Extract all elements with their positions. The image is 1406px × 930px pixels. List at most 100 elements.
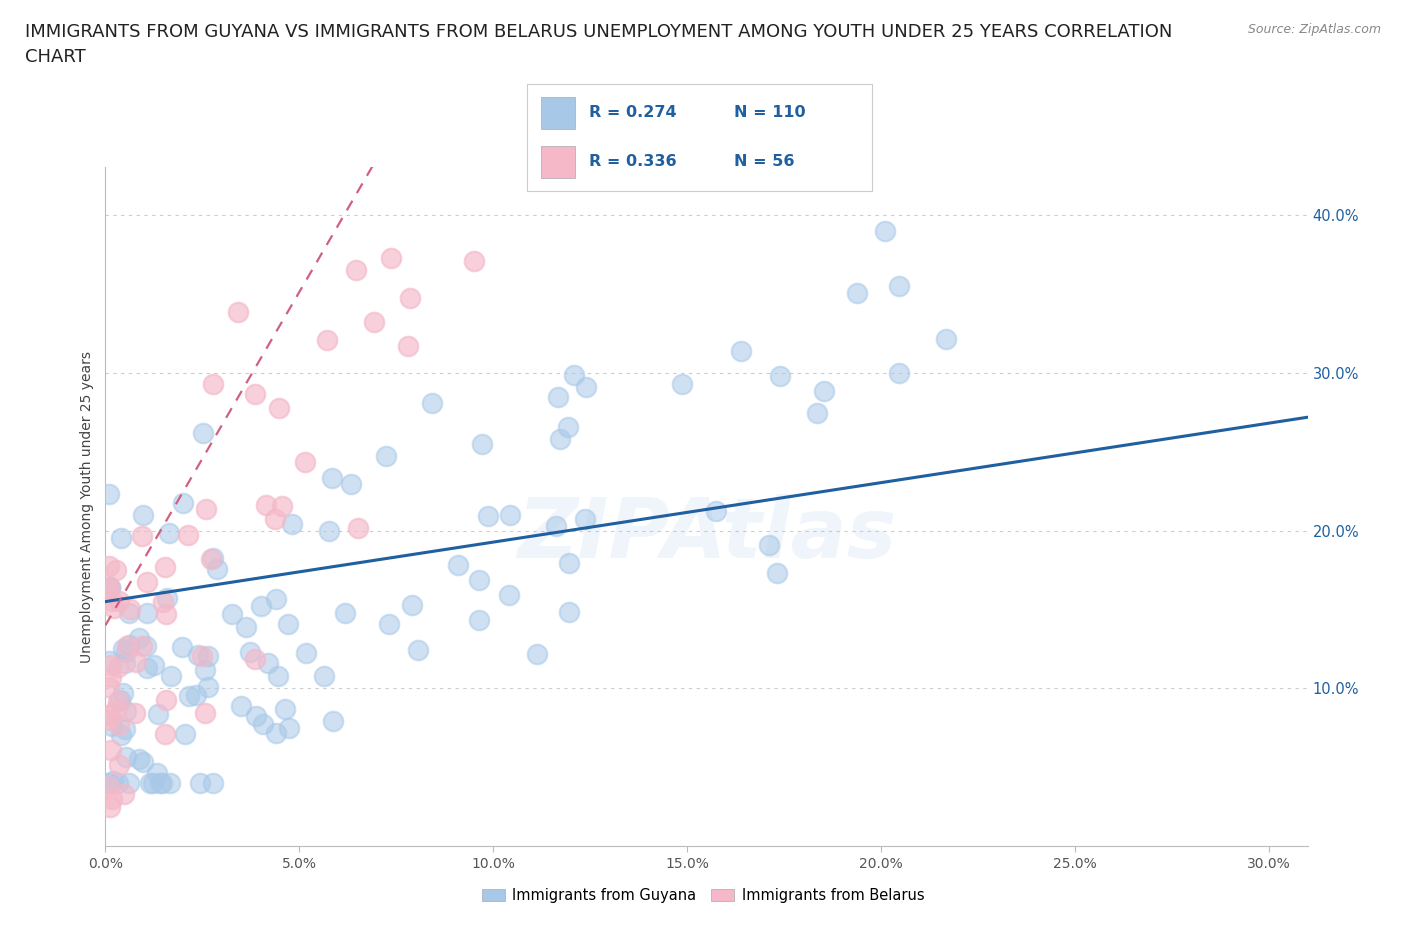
Text: ZIPAtlas: ZIPAtlas <box>517 494 896 575</box>
Point <box>98 712 121 727</box>
Point <box>401 597 423 612</box>
Point <box>806 405 828 420</box>
Point <box>339 477 361 492</box>
Text: R = 0.336: R = 0.336 <box>589 154 676 169</box>
Point <box>98 679 121 694</box>
Point <box>110 728 132 743</box>
Point <box>179 688 201 703</box>
Point <box>195 501 218 516</box>
Point <box>281 516 304 531</box>
Point <box>704 503 727 518</box>
Point <box>274 702 297 717</box>
Point <box>557 419 579 434</box>
Point <box>155 559 177 574</box>
Point <box>190 649 212 664</box>
Point <box>499 508 522 523</box>
Point <box>194 706 217 721</box>
Point <box>558 555 581 570</box>
Point <box>139 776 162 790</box>
Point <box>159 669 181 684</box>
Point <box>100 791 122 806</box>
Point <box>671 377 693 392</box>
Point <box>846 286 869 301</box>
Point <box>131 639 153 654</box>
Point <box>103 601 125 616</box>
Point <box>112 641 135 656</box>
Point <box>378 617 401 631</box>
Point <box>155 693 177 708</box>
Point <box>277 720 299 735</box>
Point <box>245 709 267 724</box>
Point <box>226 304 249 319</box>
Point <box>873 223 896 238</box>
Point <box>935 332 957 347</box>
Point <box>152 594 174 609</box>
Point <box>321 471 343 485</box>
Point <box>184 687 207 702</box>
Point <box>471 436 494 451</box>
Point <box>239 644 262 659</box>
Point <box>114 703 136 718</box>
Point <box>132 754 155 769</box>
Point <box>142 776 165 790</box>
Point <box>100 658 122 673</box>
Point <box>498 588 520 603</box>
Point <box>312 669 335 684</box>
Point <box>264 512 287 526</box>
Point <box>98 580 121 595</box>
Point <box>100 670 122 684</box>
Point <box>363 314 385 329</box>
Point <box>546 518 568 533</box>
Point <box>399 290 422 305</box>
Point <box>197 679 219 694</box>
Point <box>125 654 148 669</box>
Point <box>128 752 150 767</box>
Point <box>295 645 318 660</box>
Point <box>769 368 792 383</box>
Point <box>115 750 138 764</box>
Point <box>103 774 125 789</box>
Point <box>468 573 491 588</box>
Point <box>547 390 569 405</box>
Point <box>135 638 157 653</box>
Point <box>267 669 290 684</box>
Point <box>294 454 316 469</box>
Point <box>176 527 198 542</box>
Point <box>420 396 443 411</box>
Point <box>107 693 129 708</box>
Point <box>112 685 135 700</box>
Point <box>235 620 257 635</box>
Point <box>562 367 585 382</box>
Point <box>254 498 277 512</box>
Point <box>468 613 491 628</box>
Point <box>98 579 121 594</box>
Point <box>813 384 835 399</box>
Point <box>548 432 571 446</box>
Point <box>887 278 910 293</box>
Point <box>159 776 181 790</box>
Point <box>157 525 180 540</box>
Point <box>143 658 166 672</box>
Point <box>153 726 176 741</box>
Point <box>758 538 780 552</box>
Point <box>187 648 209 663</box>
Point <box>243 386 266 401</box>
Text: N = 110: N = 110 <box>734 105 806 120</box>
Point <box>194 662 217 677</box>
Point <box>277 617 299 631</box>
Point <box>101 594 124 609</box>
Point <box>156 591 179 605</box>
Point <box>346 521 368 536</box>
Point <box>375 448 398 463</box>
Point <box>98 486 121 501</box>
Point <box>406 643 429 658</box>
Point <box>188 776 211 790</box>
Point <box>132 508 155 523</box>
Point <box>191 426 214 441</box>
Point <box>344 262 367 277</box>
Point <box>117 638 139 653</box>
Point <box>318 524 340 538</box>
Point <box>98 581 121 596</box>
Point <box>136 605 159 620</box>
Point <box>574 512 596 526</box>
